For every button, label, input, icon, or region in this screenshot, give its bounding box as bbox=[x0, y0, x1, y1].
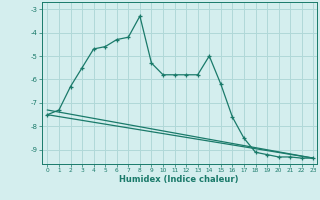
X-axis label: Humidex (Indice chaleur): Humidex (Indice chaleur) bbox=[119, 175, 239, 184]
